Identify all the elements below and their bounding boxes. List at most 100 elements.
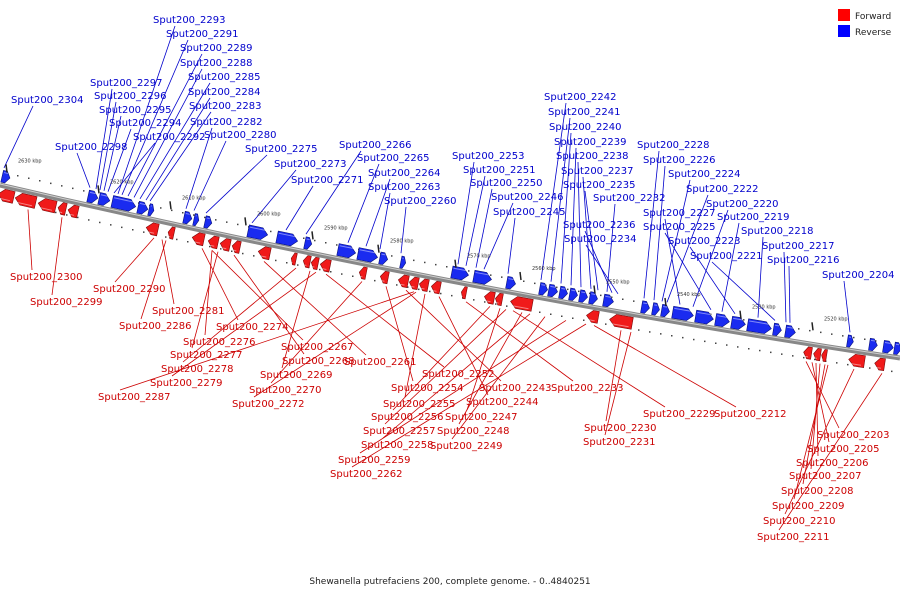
- scale-dot: [286, 262, 288, 264]
- forward-gene-arrow-body: [145, 222, 160, 237]
- reverse-gene-label: Sput200_2293: [153, 15, 226, 26]
- forward-gene-arrow: [586, 310, 600, 324]
- reverse-gene-arrow: [547, 283, 558, 298]
- scale-tick-label: 2560 kbp: [532, 266, 556, 272]
- reverse-gene-arrow: [472, 269, 492, 285]
- forward-gene-label-leader: [161, 239, 175, 305]
- scale-dot: [572, 317, 574, 319]
- reverse-gene-arrow-body: [110, 195, 137, 212]
- forward-gene-arrow-shine: [380, 279, 385, 282]
- scale-tick: [311, 231, 314, 240]
- forward-gene-label-leader: [605, 330, 622, 422]
- forward-gene-arrow: [379, 270, 390, 285]
- forward-gene-label: Sput200_2254: [391, 383, 464, 394]
- scale-dot: [237, 223, 239, 226]
- reverse-gene-label-leader: [99, 101, 117, 190]
- reverse-gene-label: Sput200_2260: [384, 196, 457, 207]
- reverse-gene-arrow-body: [660, 303, 670, 318]
- scale-tick: [811, 322, 814, 331]
- forward-gene-label: Sput200_2209: [772, 501, 845, 512]
- forward-gene-arrow-body: [257, 246, 272, 261]
- scale-dot: [242, 252, 244, 255]
- forward-gene-arrow-body: [14, 192, 38, 209]
- forward-gene-label: Sput200_2278: [161, 364, 234, 375]
- reverse-gene-label: Sput200_2228: [637, 140, 710, 151]
- forward-gene-arrow-shine: [15, 201, 32, 207]
- forward-gene-arrow-shine: [38, 206, 53, 211]
- forward-gene-label: Sput200_2247: [445, 412, 518, 423]
- forward-gene-label-leader: [458, 312, 523, 425]
- scale-dot: [710, 313, 712, 316]
- scale-dot: [842, 335, 844, 337]
- reverse-gene-label: Sput200_2223: [668, 236, 741, 247]
- forward-gene-label-leader: [392, 306, 491, 411]
- forward-gene-label: Sput200_2269: [260, 370, 333, 381]
- forward-gene-arrow-shine: [303, 264, 307, 266]
- forward-gene-arrow-body: [408, 276, 420, 291]
- forward-gene-label: Sput200_2261: [344, 357, 417, 368]
- scale-dot: [671, 335, 673, 337]
- scale-dot: [814, 358, 816, 361]
- scale-dot: [831, 333, 833, 335]
- forward-gene-arrow-shine: [208, 244, 215, 247]
- scale-dot: [220, 248, 222, 250]
- reverse-gene-arrow: [893, 341, 900, 355]
- forward-gene-arrow: [484, 291, 496, 305]
- reverse-gene-label-leader: [653, 165, 666, 301]
- scale-dot: [187, 241, 189, 243]
- forward-gene-label-leader: [171, 271, 317, 377]
- forward-gene-label: Sput200_2211: [757, 532, 830, 543]
- forward-gene-label-leader: [351, 323, 587, 468]
- reverse-gene-arrow-body: [882, 340, 894, 354]
- forward-gene-label: Sput200_2205: [807, 444, 880, 455]
- scale-dot: [836, 362, 838, 364]
- reverse-gene-arrow-shine: [249, 226, 266, 231]
- forward-gene-arrow-body: [0, 189, 16, 204]
- reverse-gene-arrow-shine: [654, 304, 658, 306]
- reverse-gene-label: Sput200_2232: [593, 193, 666, 204]
- scale-dot: [226, 221, 228, 223]
- forward-gene-arrow-body: [495, 292, 504, 307]
- forward-gene-label: Sput200_2281: [152, 306, 225, 317]
- reverse-gene-label-leader: [570, 147, 577, 286]
- scale-dot: [413, 259, 415, 262]
- scale-dot: [605, 323, 607, 325]
- forward-gene-arrow-shine: [68, 213, 75, 216]
- forward-gene-arrow-body: [848, 353, 866, 368]
- reverse-gene-arrow: [136, 200, 149, 215]
- gene-arrows: [0, 170, 900, 372]
- reverse-gene-label: Sput200_2295: [99, 105, 172, 116]
- forward-gene-label-leader: [604, 331, 632, 436]
- reverse-gene-label-leader: [661, 179, 691, 302]
- scale-dot: [319, 268, 321, 271]
- genome-backbone: [0, 182, 900, 361]
- forward-gene-label: Sput200_2299: [30, 297, 103, 308]
- forward-gene-arrow: [397, 274, 410, 289]
- forward-gene-label: Sput200_2267: [281, 342, 354, 353]
- forward-gene-arrow-body: [67, 204, 80, 219]
- reverse-gene-label: Sput200_2218: [741, 226, 814, 237]
- reverse-gene-label: Sput200_2263: [368, 182, 441, 193]
- reverse-gene-arrow-shine: [605, 295, 612, 298]
- forward-gene-arrow: [609, 314, 634, 330]
- forward-gene-label-leader: [404, 293, 426, 398]
- reverse-gene-arrow-body: [568, 287, 578, 301]
- reverse-gene-arrow-shine: [89, 191, 96, 195]
- scale-dot: [561, 315, 563, 317]
- scale-tick: [97, 185, 100, 194]
- reverse-gene-arrow-shine: [561, 287, 566, 290]
- reverse-gene-arrow: [203, 215, 213, 229]
- reverse-gene-label-leader: [76, 152, 91, 188]
- forward-gene-arrow-body: [37, 198, 58, 214]
- scale-tick-label: 2630 kbp: [18, 158, 42, 164]
- forward-gene-label-leader: [270, 281, 363, 384]
- scale-dot: [820, 331, 822, 334]
- reverse-gene-arrow-shine: [870, 339, 876, 342]
- scale-dot: [209, 245, 211, 248]
- reverse-gene-arrow: [356, 247, 378, 263]
- forward-gene-label: Sput200_2255: [383, 399, 456, 410]
- forward-gene-arrow: [358, 266, 368, 280]
- reverse-gene-arrow-body: [275, 230, 299, 247]
- reverse-gene-arrow-body: [578, 289, 588, 303]
- scale-dot: [110, 224, 112, 226]
